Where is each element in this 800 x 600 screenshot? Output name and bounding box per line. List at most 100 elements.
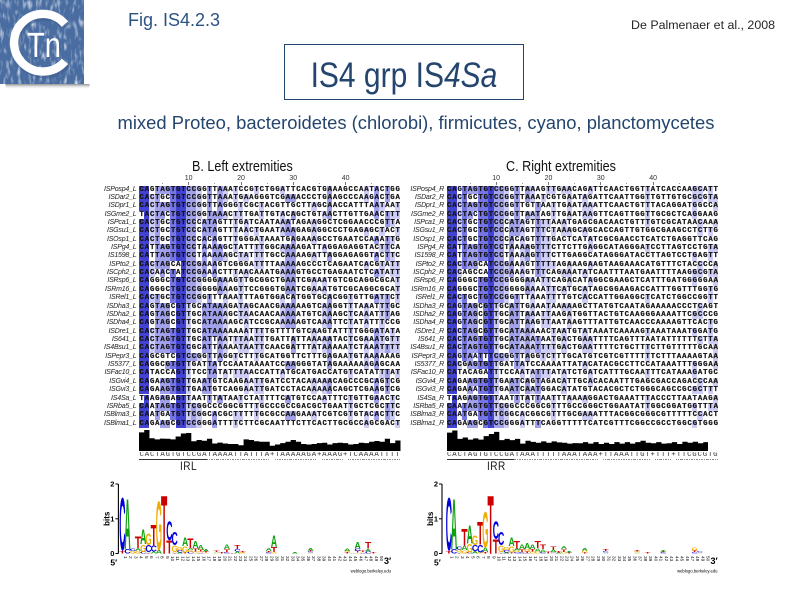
svg-text:T: T <box>524 551 531 553</box>
svg-text:C: C <box>467 552 474 554</box>
svg-text:G: G <box>582 551 589 554</box>
svg-text:C: C <box>166 517 172 547</box>
svg-text:10: 10 <box>170 556 175 562</box>
svg-text:T: T <box>545 551 552 554</box>
svg-text:G: G <box>461 550 467 555</box>
svg-text:25: 25 <box>575 556 580 562</box>
svg-text:C: C <box>365 551 372 554</box>
svg-text:T: T <box>365 541 371 551</box>
svg-text:6: 6 <box>476 556 481 559</box>
svg-text:6: 6 <box>149 556 154 559</box>
svg-text:15: 15 <box>196 556 201 562</box>
svg-text:39: 39 <box>322 556 327 562</box>
svg-text:23: 23 <box>564 556 569 562</box>
svg-text:T: T <box>161 478 167 572</box>
svg-text:C: C <box>187 552 194 554</box>
svg-text:35: 35 <box>627 556 632 562</box>
svg-text:A: A <box>535 548 541 553</box>
svg-text:G: G <box>524 549 531 553</box>
svg-text:G: G <box>550 553 557 554</box>
svg-text:5: 5 <box>470 556 475 559</box>
svg-text:44: 44 <box>674 556 679 562</box>
svg-text:A: A <box>355 540 362 550</box>
svg-text:27: 27 <box>259 556 264 562</box>
svg-text:5′: 5′ <box>434 558 441 568</box>
svg-text:36: 36 <box>306 556 311 562</box>
svg-text:T: T <box>488 478 494 572</box>
svg-text:50: 50 <box>379 556 384 562</box>
svg-text:16: 16 <box>528 556 533 562</box>
svg-text:A: A <box>198 544 205 552</box>
svg-text:T: T <box>198 549 205 552</box>
svg-text:20: 20 <box>222 556 227 562</box>
svg-text:A: A <box>456 552 463 553</box>
svg-text:A: A <box>603 552 610 553</box>
svg-text:G: G <box>271 552 278 554</box>
svg-text:A: A <box>203 549 210 553</box>
svg-text:A: A <box>187 548 194 551</box>
svg-text:T: T <box>660 551 667 553</box>
svg-text:T: T <box>119 550 126 554</box>
svg-text:G: G <box>697 553 704 554</box>
svg-text:A: A <box>524 542 530 551</box>
svg-text:A: A <box>540 549 546 554</box>
svg-text:36: 36 <box>632 556 637 562</box>
svg-text:C: C <box>446 483 452 567</box>
svg-text:T: T <box>360 550 367 553</box>
svg-text:41: 41 <box>659 556 664 562</box>
svg-text:C: C <box>498 530 504 551</box>
svg-text:A: A <box>365 548 371 552</box>
svg-text:41: 41 <box>332 556 337 562</box>
svg-text:9: 9 <box>165 556 170 559</box>
svg-text:G: G <box>156 488 162 565</box>
svg-text:A: A <box>140 526 146 550</box>
svg-text:G: G <box>239 552 246 554</box>
svg-text:34: 34 <box>296 556 301 562</box>
svg-text:T: T <box>446 550 453 554</box>
svg-text:48: 48 <box>695 556 700 562</box>
svg-text:13: 13 <box>186 556 191 562</box>
svg-text:39: 39 <box>648 556 653 562</box>
svg-text:C: C <box>603 551 610 553</box>
svg-text:3′: 3′ <box>711 556 718 566</box>
svg-text:G: G <box>498 543 504 554</box>
svg-text:C: C <box>692 552 699 554</box>
svg-text:1: 1 <box>110 514 114 523</box>
svg-text:C: C <box>145 543 151 554</box>
svg-text:48: 48 <box>369 556 374 562</box>
svg-text:33: 33 <box>617 556 622 562</box>
svg-text:T: T <box>535 540 542 551</box>
svg-text:3′: 3′ <box>384 556 391 566</box>
svg-text:27: 27 <box>585 556 590 562</box>
svg-text:T: T <box>603 549 610 552</box>
svg-text:A: A <box>224 543 231 551</box>
svg-text:T: T <box>239 551 246 553</box>
svg-text:3: 3 <box>133 556 138 559</box>
svg-text:7: 7 <box>481 556 486 559</box>
svg-text:T: T <box>644 552 651 554</box>
svg-text:A: A <box>151 551 158 554</box>
svg-text:C: C <box>493 516 499 544</box>
svg-text:A: A <box>234 552 241 555</box>
svg-text:C: C <box>524 553 531 554</box>
svg-text:G: G <box>561 552 568 554</box>
svg-text:18: 18 <box>212 556 217 562</box>
svg-text:A: A <box>156 549 162 555</box>
svg-text:T: T <box>234 545 240 551</box>
svg-text:29: 29 <box>596 556 601 562</box>
svg-text:T: T <box>213 550 220 553</box>
svg-text:T: T <box>634 550 641 552</box>
svg-text:A: A <box>503 552 510 554</box>
svg-text:G: G <box>456 549 463 553</box>
svg-text:T: T <box>461 524 467 551</box>
svg-text:7: 7 <box>154 556 159 559</box>
svg-text:C: C <box>198 553 205 554</box>
svg-text:T: T <box>224 548 230 553</box>
svg-text:43: 43 <box>669 556 674 562</box>
svg-text:A: A <box>349 553 356 554</box>
svg-text:A: A <box>182 537 189 549</box>
svg-text:T: T <box>477 518 483 553</box>
svg-text:G: G <box>307 553 314 554</box>
svg-text:28: 28 <box>264 556 269 562</box>
svg-text:18: 18 <box>538 556 543 562</box>
